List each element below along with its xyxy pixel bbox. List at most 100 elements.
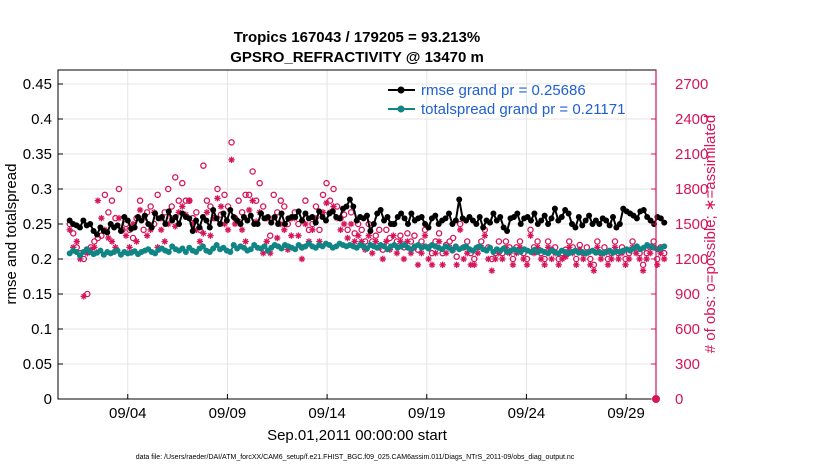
asterisk-stroke xyxy=(197,238,203,245)
obs-assimilated-point xyxy=(390,232,397,239)
obs-possible-point xyxy=(358,226,365,234)
rmse-series-point xyxy=(268,219,275,226)
asterisk-stroke xyxy=(545,244,551,251)
obs-possible-point xyxy=(347,209,355,216)
obs-possible-point xyxy=(221,191,228,199)
rmse-series-point xyxy=(398,210,405,217)
asterisk-stroke xyxy=(91,244,98,251)
obs-assimilated-point xyxy=(541,261,548,269)
obs-assimilated-point xyxy=(108,238,116,245)
obs-possible-point xyxy=(573,255,580,263)
asterisk-stroke xyxy=(580,256,587,262)
rmse-series-point xyxy=(661,219,668,226)
obs-possible-point xyxy=(453,253,460,260)
obs-assimilated-point xyxy=(196,238,204,245)
obs-possible-point xyxy=(351,230,358,237)
rmse-series-point xyxy=(582,217,589,224)
rmse-series-point xyxy=(425,224,432,231)
x-tick-label: 09/24 xyxy=(508,405,546,422)
obs-possible-point xyxy=(516,238,524,245)
rmse-series-point xyxy=(158,214,165,220)
totalspread-series-point xyxy=(182,249,189,255)
rmse-series-point xyxy=(538,217,545,224)
rmse-series-point xyxy=(517,221,524,227)
rmse-series-point xyxy=(244,217,251,224)
rmse-series-point xyxy=(486,219,493,226)
asterisk-stroke xyxy=(636,256,643,262)
y-tick-label-left: 0 xyxy=(44,391,52,408)
obs-possible-point xyxy=(565,238,573,245)
rmse-series-point xyxy=(278,210,285,217)
obs-assimilated-point xyxy=(555,261,562,269)
rmse-series-point xyxy=(76,224,83,231)
grid-lines xyxy=(58,70,656,400)
obs-possible-point xyxy=(323,179,330,187)
rmse-series-point xyxy=(299,217,306,224)
totalspread-series-point xyxy=(213,242,220,248)
obs-assimilated-point xyxy=(573,261,580,269)
obs-possible-point xyxy=(214,185,221,193)
asterisk-stroke xyxy=(186,197,193,204)
rmse-series-point xyxy=(220,210,227,217)
obs-assimilated-point xyxy=(418,249,425,257)
rmse-series-point xyxy=(247,212,254,219)
rmse-series-point xyxy=(579,222,586,229)
obs-possible-point xyxy=(168,203,175,210)
obs-assimilated-point xyxy=(580,255,587,263)
asterisk-stroke xyxy=(541,262,548,268)
asterisk-stroke xyxy=(123,232,129,239)
asterisk-stroke xyxy=(608,256,615,262)
y-tick-label-right: 1500 xyxy=(675,216,708,233)
obs-possible-point xyxy=(179,179,186,187)
obs-assimilated-point xyxy=(474,249,481,257)
asterisk-stroke xyxy=(559,256,565,262)
y-tick-label-right: 1200 xyxy=(675,251,708,268)
y-tick-label-right: 1800 xyxy=(675,181,708,198)
asterisk-stroke xyxy=(246,207,252,213)
obs-assimilated-point xyxy=(249,197,256,204)
obs-assimilated-point xyxy=(238,226,246,234)
asterisk-stroke xyxy=(133,238,140,245)
obs-assimilated-point xyxy=(73,238,80,245)
obs-possible-point xyxy=(611,238,619,245)
obs-assimilated-point xyxy=(597,255,605,263)
obs-possible-point xyxy=(101,191,109,199)
obs-assimilated-point xyxy=(625,255,633,263)
rmse-series-point xyxy=(548,215,555,222)
obs-possible-point xyxy=(147,203,154,210)
rmse-series-point xyxy=(476,214,483,220)
rmse-series-point xyxy=(610,214,617,220)
rmse-series-point xyxy=(391,221,398,227)
obs-assimilated-point xyxy=(122,232,130,239)
asterisk-stroke xyxy=(591,267,597,274)
obs-possible-point xyxy=(203,197,211,204)
asterisk-stroke xyxy=(95,197,101,204)
obs-assimilated-point xyxy=(98,214,105,222)
obs-assimilated-point xyxy=(369,249,376,257)
obs-assimilated-point xyxy=(492,255,499,263)
rmse-series-point xyxy=(551,205,558,212)
asterisk-stroke xyxy=(74,238,80,245)
y-tick-label-right: 900 xyxy=(675,286,700,303)
y-tick-label-right: 2700 xyxy=(675,76,708,93)
rmse-series-point xyxy=(329,208,336,215)
rmse-series-point xyxy=(213,215,220,222)
rmse-series-point xyxy=(606,222,613,229)
obs-assimilated-point xyxy=(523,261,531,269)
asterisk-stroke xyxy=(475,250,481,256)
rmse-series-point xyxy=(193,217,200,224)
asterisk-stroke xyxy=(179,203,185,210)
rmse-series-point xyxy=(545,221,552,227)
rmse-series-point xyxy=(309,214,316,220)
asterisk-stroke xyxy=(415,262,421,268)
asterisk-stroke xyxy=(401,256,407,262)
y-tick-label-left: 0.3 xyxy=(31,181,52,198)
rmse-series-point xyxy=(336,215,343,222)
rmse-series-point xyxy=(541,212,548,219)
rmse-series-point xyxy=(418,214,425,220)
asterisk-stroke xyxy=(348,221,354,227)
asterisk-stroke xyxy=(615,256,622,262)
asterisk-stroke xyxy=(344,235,351,241)
obs-possible-point xyxy=(534,238,541,245)
